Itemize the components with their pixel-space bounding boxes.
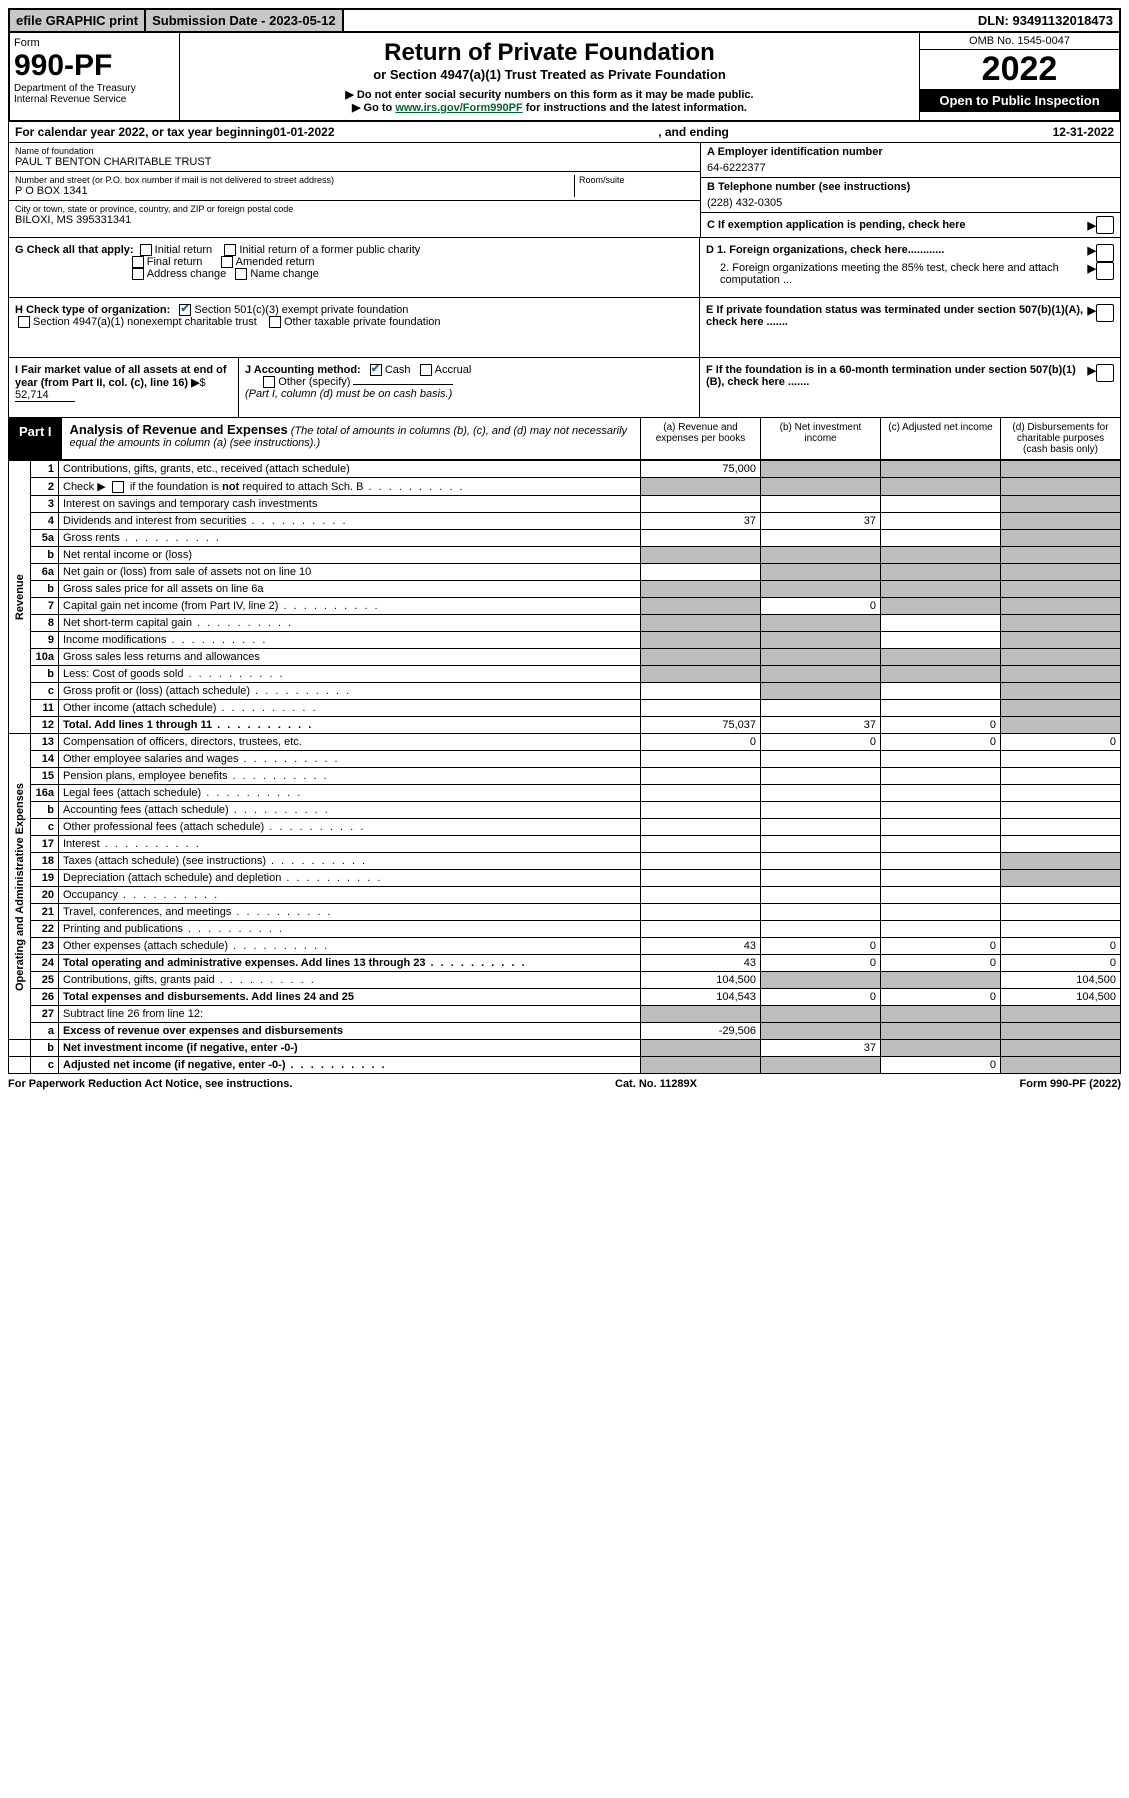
form-header: Form 990-PF Department of the Treasury I…	[8, 33, 1121, 122]
checks-h-row: H Check type of organization: Section 50…	[8, 298, 1121, 358]
calendar-year-row: For calendar year 2022, or tax year begi…	[8, 122, 1121, 143]
efile-label: efile GRAPHIC print	[10, 10, 146, 31]
note-2: ▶ Go to www.irs.gov/Form990PF for instru…	[186, 101, 913, 114]
form-word: Form	[14, 37, 175, 49]
name-label: Name of foundation	[15, 146, 694, 156]
form-ref: Form 990-PF (2022)	[1020, 1078, 1121, 1090]
ein-label: A Employer identification number	[707, 146, 1114, 158]
tax-year: 2022	[920, 50, 1119, 89]
f-checkbox[interactable]	[1096, 364, 1114, 382]
foundation-name: PAUL T BENTON CHARITABLE TRUST	[15, 156, 694, 168]
main-table: Revenue 1Contributions, gifts, grants, e…	[8, 460, 1121, 1074]
page-title: Return of Private Foundation	[186, 39, 913, 67]
initial-former-checkbox[interactable]	[224, 244, 236, 256]
other-taxable-checkbox[interactable]	[269, 316, 281, 328]
checks-g-row: G Check all that apply: Initial return I…	[8, 238, 1121, 298]
entity-block: Name of foundation PAUL T BENTON CHARITA…	[8, 143, 1121, 238]
c-label: C If exemption application is pending, c…	[707, 219, 1088, 231]
room-label: Room/suite	[574, 175, 694, 197]
col-c-head: (c) Adjusted net income	[880, 418, 1000, 459]
page-subtitle: or Section 4947(a)(1) Trust Treated as P…	[186, 67, 913, 82]
accrual-checkbox[interactable]	[420, 364, 432, 376]
note-1: ▶ Do not enter social security numbers o…	[186, 88, 913, 101]
footer: For Paperwork Reduction Act Notice, see …	[8, 1074, 1121, 1090]
irs-link[interactable]: www.irs.gov/Form990PF	[395, 102, 522, 114]
schb-checkbox[interactable]	[112, 481, 124, 493]
final-return-checkbox[interactable]	[132, 256, 144, 268]
cash-checkbox[interactable]	[370, 364, 382, 376]
pra-notice: For Paperwork Reduction Act Notice, see …	[8, 1078, 292, 1090]
addr: P O BOX 1341	[15, 185, 574, 197]
other-method-checkbox[interactable]	[263, 376, 275, 388]
cat-no: Cat. No. 11289X	[615, 1078, 697, 1090]
checks-ij-row: I Fair market value of all assets at end…	[8, 358, 1121, 418]
address-change-checkbox[interactable]	[132, 268, 144, 280]
top-bar: efile GRAPHIC print Submission Date - 20…	[8, 8, 1121, 33]
e-checkbox[interactable]	[1096, 304, 1114, 322]
amended-checkbox[interactable]	[221, 256, 233, 268]
501c3-checkbox[interactable]	[179, 304, 191, 316]
4947-checkbox[interactable]	[18, 316, 30, 328]
d2-checkbox[interactable]	[1096, 262, 1114, 280]
omb: OMB No. 1545-0047	[920, 33, 1119, 50]
part-header: Part I Analysis of Revenue and Expenses …	[8, 418, 1121, 460]
d1-checkbox[interactable]	[1096, 244, 1114, 262]
dln: DLN: 93491132018473	[972, 10, 1119, 31]
col-a-head: (a) Revenue and expenses per books	[640, 418, 760, 459]
col-b-head: (b) Net investment income	[760, 418, 880, 459]
col-d-head: (d) Disbursements for charitable purpose…	[1000, 418, 1120, 459]
phone-label: B Telephone number (see instructions)	[707, 181, 1114, 193]
arrow-icon: ▶	[1088, 219, 1096, 232]
expenses-side-label: Operating and Administrative Expenses	[9, 734, 31, 1040]
fmv-value: 52,714	[15, 389, 75, 402]
irs: Internal Revenue Service	[14, 94, 175, 105]
part-label: Part I	[9, 418, 62, 459]
revenue-side-label: Revenue	[9, 461, 31, 734]
name-change-checkbox[interactable]	[235, 268, 247, 280]
phone: (228) 432-0305	[707, 193, 1114, 209]
addr-label: Number and street (or P.O. box number if…	[15, 175, 574, 185]
inspection-badge: Open to Public Inspection	[920, 89, 1119, 112]
ein: 64-6222377	[707, 158, 1114, 174]
dept: Department of the Treasury	[14, 83, 175, 94]
initial-return-checkbox[interactable]	[140, 244, 152, 256]
form-number: 990-PF	[14, 49, 175, 83]
submission-date: Submission Date - 2023-05-12	[146, 10, 344, 31]
city-label: City or town, state or province, country…	[15, 204, 694, 214]
city: BILOXI, MS 395331341	[15, 214, 694, 226]
c-checkbox[interactable]	[1096, 216, 1114, 234]
